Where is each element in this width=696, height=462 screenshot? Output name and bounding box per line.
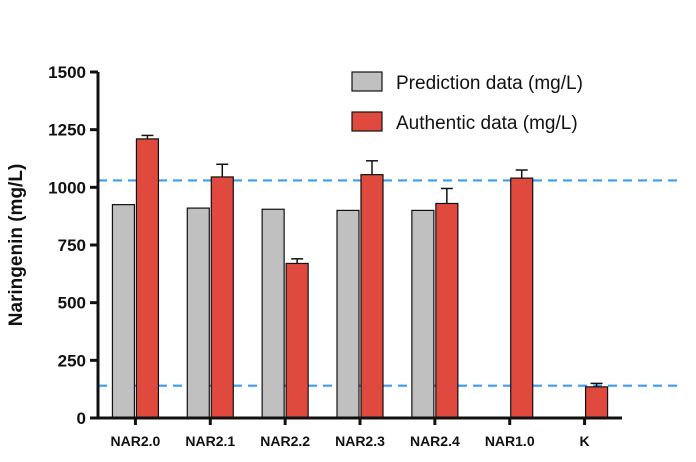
x-tick-label: NAR2.2 <box>260 433 310 449</box>
y-tick-label: 250 <box>58 351 86 370</box>
x-tick-label: NAR1.0 <box>485 433 535 449</box>
authentic-bar <box>435 202 459 419</box>
authentic-bar <box>135 138 160 419</box>
y-tick-label: 750 <box>58 236 86 255</box>
y-tick-label: 1500 <box>48 63 86 82</box>
authentic-bar <box>360 174 384 419</box>
authentic-bar <box>584 386 609 419</box>
y-axis-title: Naringenin (mg/L) <box>6 164 27 327</box>
y-tick-label: 0 <box>77 409 86 428</box>
prediction-bar <box>261 208 285 419</box>
x-tick-label: NAR2.1 <box>185 433 235 449</box>
prediction-bar <box>186 207 210 419</box>
authentic-bar <box>510 177 534 419</box>
y-tick-label: 500 <box>58 294 86 313</box>
x-tick-label: K <box>580 433 590 449</box>
y-tick-label: 1000 <box>48 178 86 197</box>
legend-label: Prediction data (mg/L) <box>396 73 583 94</box>
bars-group <box>111 134 609 419</box>
prediction-bar <box>336 209 360 419</box>
authentic-bar <box>210 176 234 419</box>
authentic-bar <box>285 262 309 419</box>
x-ticks-group: NAR2.0 NAR2.1 NAR2.2 NAR2.3 NAR2.4 NAR1.0 K <box>111 418 590 449</box>
prediction-bar <box>111 204 136 419</box>
legend-swatch <box>351 71 383 92</box>
x-tick-label: NAR2.4 <box>410 433 460 449</box>
legend-swatch <box>351 111 383 132</box>
x-tick-label: NAR2.3 <box>335 433 385 449</box>
legend: Prediction data (mg/L) Authentic data (mg… <box>351 71 583 134</box>
y-tick-label: 1250 <box>48 121 86 140</box>
legend-label: Authentic data (mg/L) <box>396 113 578 134</box>
reference-lines <box>98 179 680 387</box>
x-tick-label: NAR2.0 <box>111 433 161 449</box>
prediction-bar <box>411 209 435 419</box>
y-ticks-group: 0 250 500 750 1000 1250 1500 <box>48 63 98 428</box>
